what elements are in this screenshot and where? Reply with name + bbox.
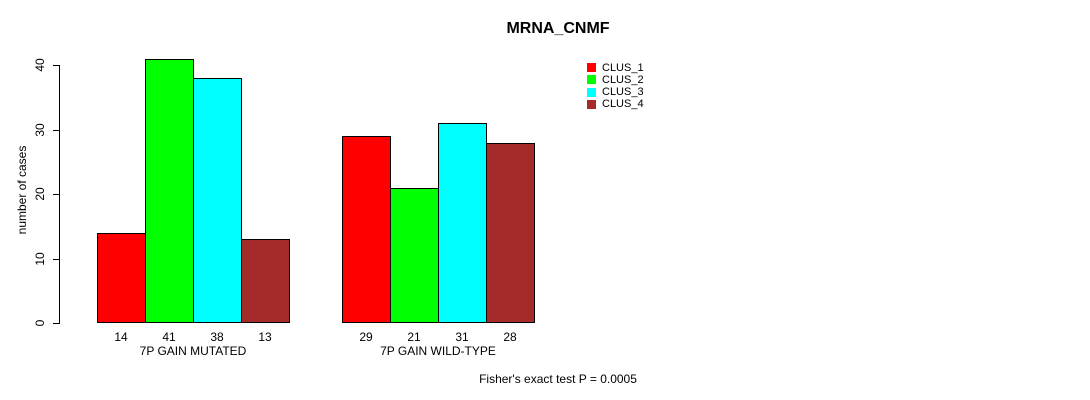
bar-value-label: 13 [258,330,272,344]
y-axis-tick-label: 20 [33,187,47,201]
annotation-text: Fisher's exact test P = 0.0005 [479,372,637,386]
y-axis-tick [53,259,59,260]
bar-value-label: 29 [359,330,373,344]
group-label: 7P GAIN WILD-TYPE [380,344,496,358]
legend-swatch-icon [587,99,596,109]
legend-item-label: CLUS_3 [602,86,644,99]
bar-clus_1-group1 [97,233,146,323]
bar-value-label: 28 [503,330,517,344]
group-label: 7P GAIN MUTATED [139,344,247,358]
legend-item-clus_2: CLUS_2 [587,73,644,86]
legend-swatch-icon [587,87,596,97]
y-axis-tick [53,65,59,66]
legend-item-label: CLUS_2 [602,73,644,86]
y-axis-tick [53,130,59,131]
bar-clus_4-group2 [486,143,535,323]
bar-value-label: 41 [162,330,176,344]
legend-item-clus_3: CLUS_3 [587,86,644,99]
legend-swatch-icon [587,63,596,72]
y-axis-tick [53,323,59,324]
legend-item-label: CLUS_4 [602,98,644,111]
y-axis-tick [53,194,59,195]
legend-item-label: CLUS_1 [602,61,644,74]
y-axis-tick-label: 30 [33,123,47,137]
chart-title: MRNA_CNMF [506,20,610,37]
y-axis-label: number of cases [15,145,29,235]
bar-clus_2-group2 [390,188,439,323]
bar-clus_4-group1 [241,239,290,323]
bar-clus_3-group2 [438,123,487,323]
bar-clus_3-group1 [193,78,242,323]
bar-value-label: 21 [407,330,421,344]
bar-clus_2-group1 [145,59,194,323]
y-axis-line [59,65,60,324]
legend-swatch-icon [587,75,596,85]
bar-value-label: 38 [210,330,224,344]
bar-clus_1-group2 [342,136,391,323]
y-axis-tick-label: 0 [33,319,47,327]
y-axis-tick-label: 40 [33,58,47,72]
bar-value-label: 31 [455,330,469,344]
y-axis-tick-label: 10 [33,252,47,266]
legend-item-clus_1: CLUS_1 [587,61,644,74]
legend-item-clus_4: CLUS_4 [587,98,644,111]
bar-value-label: 14 [114,330,128,344]
